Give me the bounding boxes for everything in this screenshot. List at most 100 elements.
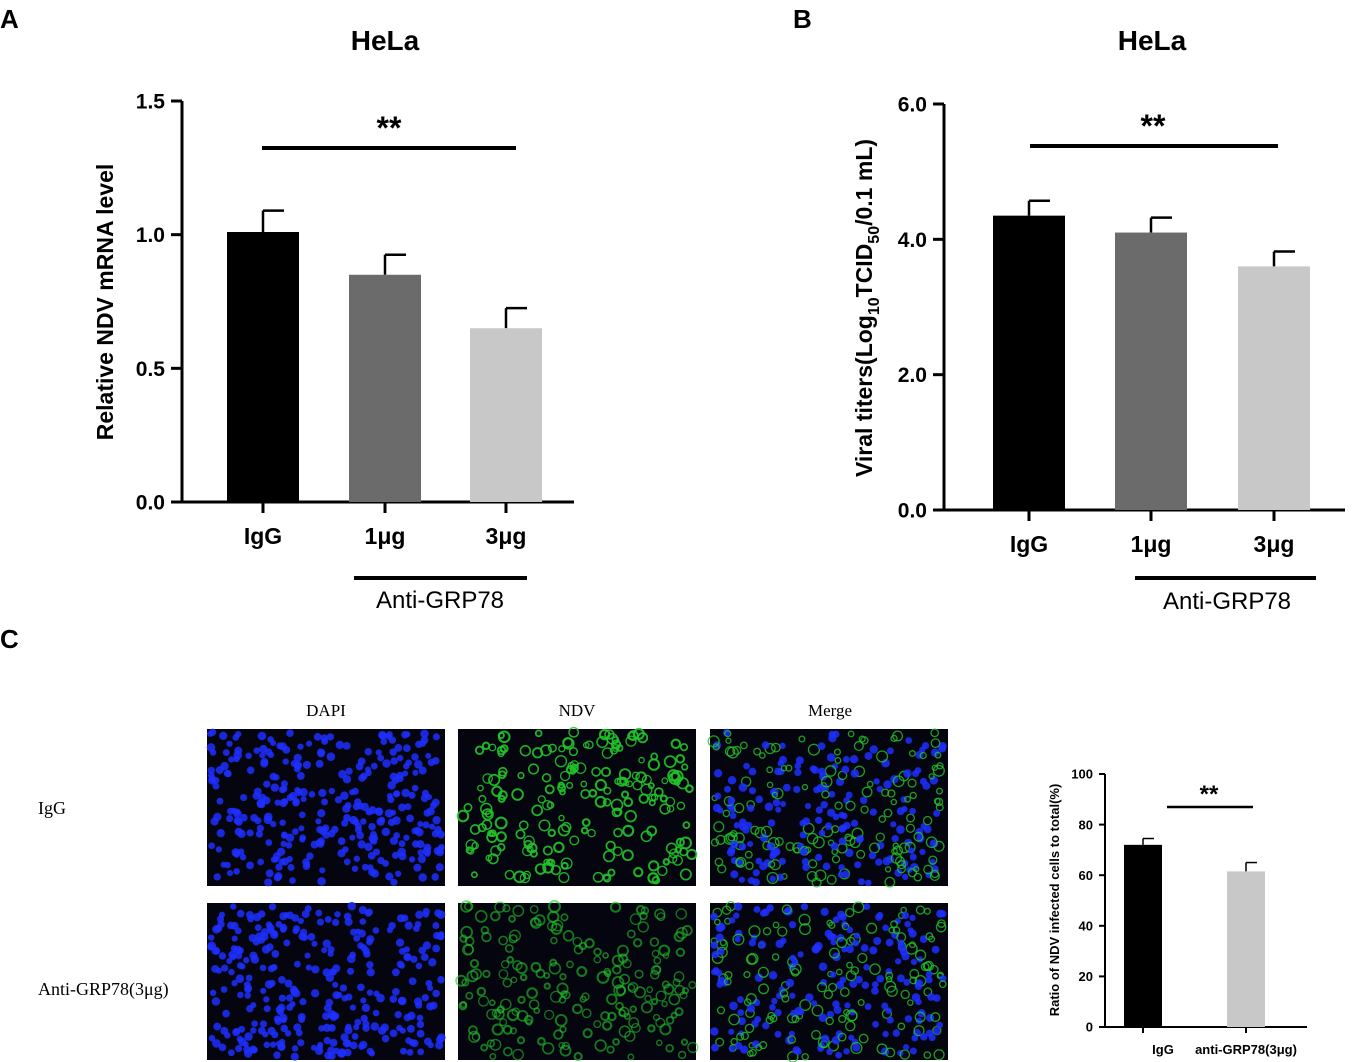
infected-cell <box>892 926 901 935</box>
nucleus-dot <box>894 918 901 925</box>
nucleus-dot <box>354 1018 362 1026</box>
infected-cell <box>630 1023 641 1033</box>
nucleus-dot <box>420 794 429 803</box>
nucleus-dot <box>257 936 266 944</box>
micro-image-merge-igg <box>707 728 948 888</box>
nucleus-dot <box>875 913 883 921</box>
nucleus-dot <box>250 955 260 964</box>
nucleus-dot <box>208 842 216 850</box>
infected-cell <box>913 831 924 842</box>
infected-cell <box>499 744 509 753</box>
infected-cell <box>771 953 780 961</box>
infected-cell <box>489 1052 497 1060</box>
nucleus-dot <box>864 751 873 760</box>
infected-cell <box>857 952 868 964</box>
nucleus-dot <box>213 947 221 955</box>
infected-cell <box>557 823 571 837</box>
infected-cell <box>591 766 602 777</box>
nucleus-dot <box>389 748 397 756</box>
nucleus-dot <box>875 858 883 866</box>
nucleus-dot <box>377 754 385 762</box>
infected-cell <box>606 1045 615 1054</box>
infected-cell <box>471 841 479 850</box>
infected-cell <box>648 860 660 872</box>
nucleus-dot <box>311 940 318 947</box>
nucleus-dot <box>896 807 905 816</box>
nucleus-dot <box>835 1051 843 1059</box>
nucleus-dot <box>359 1040 368 1049</box>
infected-cell <box>560 990 568 998</box>
nucleus-dot <box>743 762 750 770</box>
nucleus-dot <box>727 776 737 785</box>
infected-cell <box>866 922 878 934</box>
nucleus-dot <box>805 993 814 1002</box>
nucleus-dot <box>239 854 247 861</box>
nucleus-dot <box>855 975 863 984</box>
nucleus-dot <box>404 803 412 811</box>
nucleus-dot <box>423 911 430 918</box>
nucleus-dot <box>293 753 302 763</box>
infected-cell <box>554 1014 568 1027</box>
nucleus-dot <box>412 769 419 776</box>
nucleus-dot <box>354 798 362 806</box>
infected-cell <box>668 993 681 1006</box>
nucleus-dot <box>804 802 812 810</box>
infected-cell <box>930 1012 941 1023</box>
infected-cell <box>845 800 856 811</box>
nucleus-dot <box>929 776 939 785</box>
infected-cell <box>632 938 643 948</box>
nucleus-dot <box>270 856 278 863</box>
infected-cell <box>861 786 873 798</box>
nucleus-dot <box>232 734 240 741</box>
infected-cell <box>823 989 834 1000</box>
nucleus-dot <box>885 938 894 947</box>
nucleus-dot <box>410 955 418 963</box>
nucleus-dot <box>908 847 915 854</box>
nucleus-dot <box>833 1005 842 1014</box>
chart-c: Ratio of NDV infected cells to total(%) … <box>1047 767 1307 1057</box>
nucleus-dot <box>242 1041 249 1048</box>
infected-cell <box>930 738 941 749</box>
nucleus-dot <box>345 1039 352 1047</box>
infected-cell <box>488 773 501 787</box>
nucleus-dot <box>824 929 833 938</box>
nucleus-dot <box>724 785 731 793</box>
infected-cell <box>767 1011 776 1020</box>
nucleus-dot <box>853 932 861 939</box>
infected-cell <box>659 803 671 815</box>
infected-cell <box>610 798 624 812</box>
nucleus-dot <box>832 916 840 924</box>
nucleus-dot <box>401 788 410 798</box>
nucleus-dot <box>286 1003 294 1011</box>
chart-a-group-label: Anti-GRP78 <box>376 587 504 614</box>
nucleus-dot <box>235 1044 243 1053</box>
nucleus-dot <box>416 840 425 849</box>
infected-cell <box>518 820 529 831</box>
nucleus-dot <box>236 909 245 918</box>
nucleus-dot <box>300 933 308 942</box>
nucleus-dot <box>365 908 373 916</box>
infected-cell <box>838 1014 847 1024</box>
nucleus-dot <box>415 910 424 919</box>
nucleus-dot <box>258 801 266 809</box>
chart-a-y-tick-label: 1.5 <box>136 91 166 114</box>
nucleus-dot <box>293 925 301 933</box>
nucleus-dot <box>894 958 902 965</box>
nucleus-dot <box>768 971 778 980</box>
infected-cell <box>476 986 487 997</box>
nucleus-dot <box>733 822 740 829</box>
nucleus-dot <box>256 824 264 832</box>
infected-cell <box>933 1049 945 1061</box>
nucleus-dot <box>282 758 289 765</box>
nucleus-dot <box>747 804 755 812</box>
nucleus-dot <box>342 742 351 750</box>
infected-cell <box>612 1038 620 1046</box>
nucleus-dot <box>286 855 293 863</box>
infected-cell <box>811 1029 821 1040</box>
nucleus-dot <box>711 950 719 959</box>
infected-cell <box>629 913 642 926</box>
nucleus-dot <box>280 1017 287 1024</box>
nucleus-dot <box>347 901 357 911</box>
nucleus-dot <box>367 864 374 871</box>
infected-cell <box>508 929 521 942</box>
